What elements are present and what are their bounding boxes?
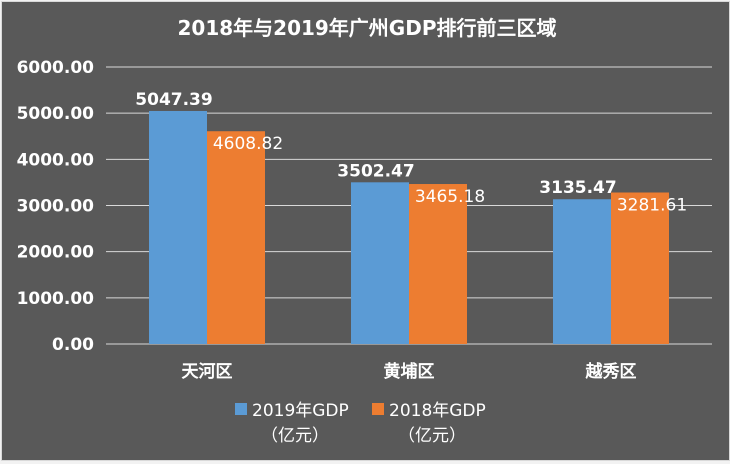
legend-label: 2018年GDP	[389, 401, 486, 421]
bar-2018	[611, 192, 669, 344]
data-label: 3135.47	[539, 178, 616, 198]
bar-2019	[149, 110, 207, 345]
legend-unit: （亿元）	[261, 426, 329, 446]
legend-swatch	[235, 403, 247, 415]
bar-2018	[207, 131, 265, 344]
y-tick-label: 2000.00	[17, 243, 95, 263]
chart-title: 2018年与2019年广州GDP排行前三区域	[177, 16, 556, 40]
y-tick-label: 3000.00	[17, 197, 95, 217]
legend: 2019年GDP （亿元） 2018年GDP （亿元）	[235, 401, 486, 446]
y-tick-label: 6000.00	[17, 58, 95, 78]
data-label: 3502.47	[337, 161, 414, 181]
y-tick-label: 5000.00	[17, 104, 95, 124]
data-label: 5047.39	[135, 90, 212, 110]
x-category-label: 黄埔区	[384, 361, 435, 382]
bar-2018	[409, 184, 467, 344]
y-tick-label: 1000.00	[17, 289, 95, 309]
legend-swatch	[372, 403, 384, 415]
data-label: 3281.61	[617, 195, 687, 215]
bar-2019	[351, 182, 409, 344]
x-category-label: 越秀区	[585, 361, 637, 382]
bar-2019	[553, 199, 611, 344]
y-tick-label: 4000.00	[17, 150, 95, 170]
x-category-label: 天河区	[182, 362, 233, 382]
legend-label: 2019年GDP	[252, 401, 349, 421]
y-tick-label: 0.00	[52, 335, 94, 355]
data-label: 3465.18	[415, 187, 485, 207]
data-label: 4608.82	[213, 134, 283, 154]
legend-unit: （亿元）	[398, 426, 466, 446]
